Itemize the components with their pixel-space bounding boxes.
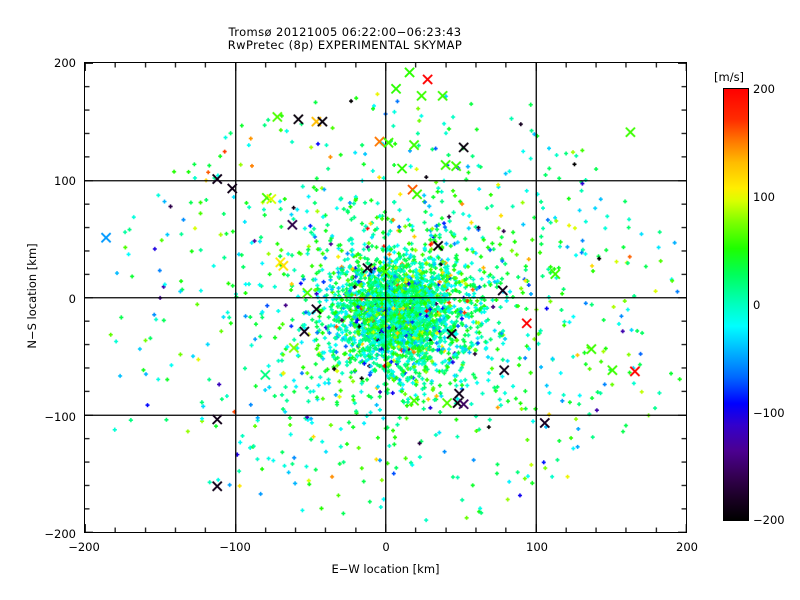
ytick-label-m200: −200 <box>44 527 76 541</box>
colorbar-tick-0: 0 <box>753 298 761 312</box>
plot-area <box>84 62 687 533</box>
ytick-label-m100: −100 <box>44 410 76 424</box>
xtick-label-0: 0 <box>382 540 390 554</box>
xtick-label-200: 200 <box>676 540 698 554</box>
colorbar-tick-m100: −100 <box>753 406 785 420</box>
x-axis-title: E−W location [km] <box>331 562 440 576</box>
title-line-2: RwPretec (8p) EXPERIMENTAL SKYMAP <box>227 38 463 52</box>
colorbar-tick-200: 200 <box>753 82 775 96</box>
ytick-label-0: 0 <box>68 292 76 306</box>
xtick-label-m200: −200 <box>68 540 100 554</box>
colorbar-tick-m200: −200 <box>753 513 785 527</box>
ytick-label-100: 100 <box>54 174 76 188</box>
plot-title: Tromsø 20121005 06:22:00−06:23:43 RwPret… <box>0 26 690 52</box>
scatter-canvas <box>85 63 686 532</box>
title-line-1: Tromsø 20121005 06:22:00−06:23:43 <box>228 25 462 39</box>
colorbar-unit-label: [m/s] <box>714 70 745 84</box>
xtick-label-m100: −100 <box>219 540 251 554</box>
colorbar-tick-100: 100 <box>753 190 775 204</box>
xtick-label-100: 100 <box>526 540 548 554</box>
colorbar <box>723 88 749 521</box>
ytick-label-200: 200 <box>54 56 76 70</box>
y-axis-title: N−S location [km] <box>25 243 39 349</box>
colorbar-gradient <box>723 88 749 521</box>
